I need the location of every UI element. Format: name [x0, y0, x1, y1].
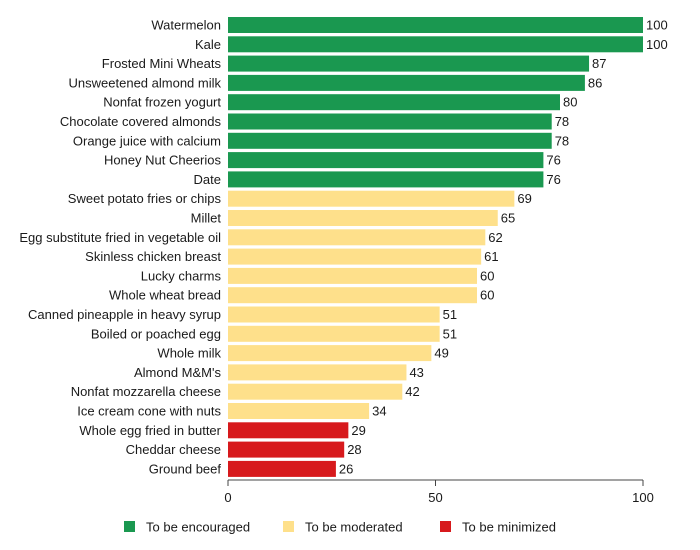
bar	[228, 36, 643, 53]
bar	[228, 306, 440, 323]
legend-label: To be moderated	[305, 520, 403, 535]
x-tick-label: 0	[224, 490, 231, 505]
category-label: Ice cream cone with nuts	[77, 404, 221, 419]
value-label: 62	[488, 230, 502, 245]
bar	[228, 287, 477, 304]
value-label: 60	[480, 288, 494, 303]
bar	[228, 325, 440, 342]
bar	[228, 441, 345, 458]
value-label: 61	[484, 249, 498, 264]
bar	[228, 74, 585, 91]
bar	[228, 422, 349, 439]
bar	[228, 190, 515, 207]
bar	[228, 55, 590, 72]
bar	[228, 94, 560, 111]
category-label: Nonfat frozen yogurt	[103, 95, 221, 110]
value-label: 76	[546, 172, 560, 187]
category-label: Millet	[191, 211, 222, 226]
x-axis: 0 50 100	[224, 479, 654, 505]
bar	[228, 132, 552, 149]
x-tick-label: 50	[428, 490, 442, 505]
bar	[228, 113, 552, 130]
value-label: 51	[443, 326, 457, 341]
category-label: Unsweetened almond milk	[69, 75, 222, 90]
category-label: Ground beef	[149, 461, 222, 476]
category-label: Frosted Mini Wheats	[102, 56, 222, 71]
legend-label: To be minimized	[462, 520, 556, 535]
bar	[228, 403, 370, 419]
category-label: Orange juice with calcium	[73, 133, 221, 148]
category-label: Watermelon	[151, 18, 221, 33]
value-label: 69	[517, 191, 531, 206]
category-label: Whole milk	[157, 346, 221, 361]
bar	[228, 171, 544, 188]
legend-swatch	[440, 521, 451, 532]
category-label: Lucky charms	[141, 268, 222, 283]
bars-group	[228, 17, 643, 477]
value-label: 60	[480, 268, 494, 283]
bar	[228, 229, 486, 246]
value-label: 100	[646, 37, 668, 52]
bar	[228, 210, 498, 226]
category-label: Nonfat mozzarella cheese	[71, 384, 221, 399]
value-label: 49	[434, 346, 448, 361]
category-label: Date	[194, 172, 221, 187]
category-label: Boiled or poached egg	[91, 326, 221, 341]
category-label: Sweet potato fries or chips	[68, 191, 222, 206]
bar	[228, 383, 403, 400]
legend-swatch	[124, 521, 135, 532]
bar	[228, 248, 482, 265]
bar	[228, 17, 643, 33]
legend-swatch	[283, 521, 294, 532]
bar	[228, 152, 544, 169]
category-label: Whole wheat bread	[109, 288, 221, 303]
value-label: 43	[409, 365, 423, 380]
value-label: 65	[501, 211, 515, 226]
category-label: Honey Nut Cheerios	[104, 153, 222, 168]
value-label: 29	[351, 423, 365, 438]
value-label: 76	[546, 153, 560, 168]
category-label: Skinless chicken breast	[85, 249, 221, 264]
category-label: Cheddar cheese	[126, 442, 221, 457]
x-tick-label: 100	[632, 490, 654, 505]
value-label: 78	[555, 114, 569, 129]
value-label: 78	[555, 133, 569, 148]
category-labels-group: Watermelon Kale Frosted Mini Wheats Unsweet…	[19, 18, 221, 477]
bar	[228, 345, 432, 362]
category-label: Chocolate covered almonds	[60, 114, 222, 129]
value-label: 34	[372, 404, 386, 419]
legend: To be encouraged To be moderated To be min…	[124, 520, 556, 535]
value-label: 26	[339, 461, 353, 476]
value-label: 28	[347, 442, 361, 457]
value-label: 86	[588, 75, 602, 90]
bar	[228, 364, 407, 381]
legend-label: To be encouraged	[146, 520, 250, 535]
category-label: Egg substitute fried in vegetable oil	[19, 230, 221, 245]
value-label: 100	[646, 18, 668, 33]
value-label: 51	[443, 307, 457, 322]
category-label: Canned pineapple in heavy syrup	[28, 307, 221, 322]
bar	[228, 267, 477, 284]
category-label: Almond M&M's	[134, 365, 222, 380]
value-label: 87	[592, 56, 606, 71]
value-label: 80	[563, 95, 577, 110]
bar	[228, 460, 336, 477]
category-label: Kale	[195, 37, 221, 52]
value-label: 42	[405, 384, 419, 399]
category-label: Whole egg fried in butter	[79, 423, 221, 438]
